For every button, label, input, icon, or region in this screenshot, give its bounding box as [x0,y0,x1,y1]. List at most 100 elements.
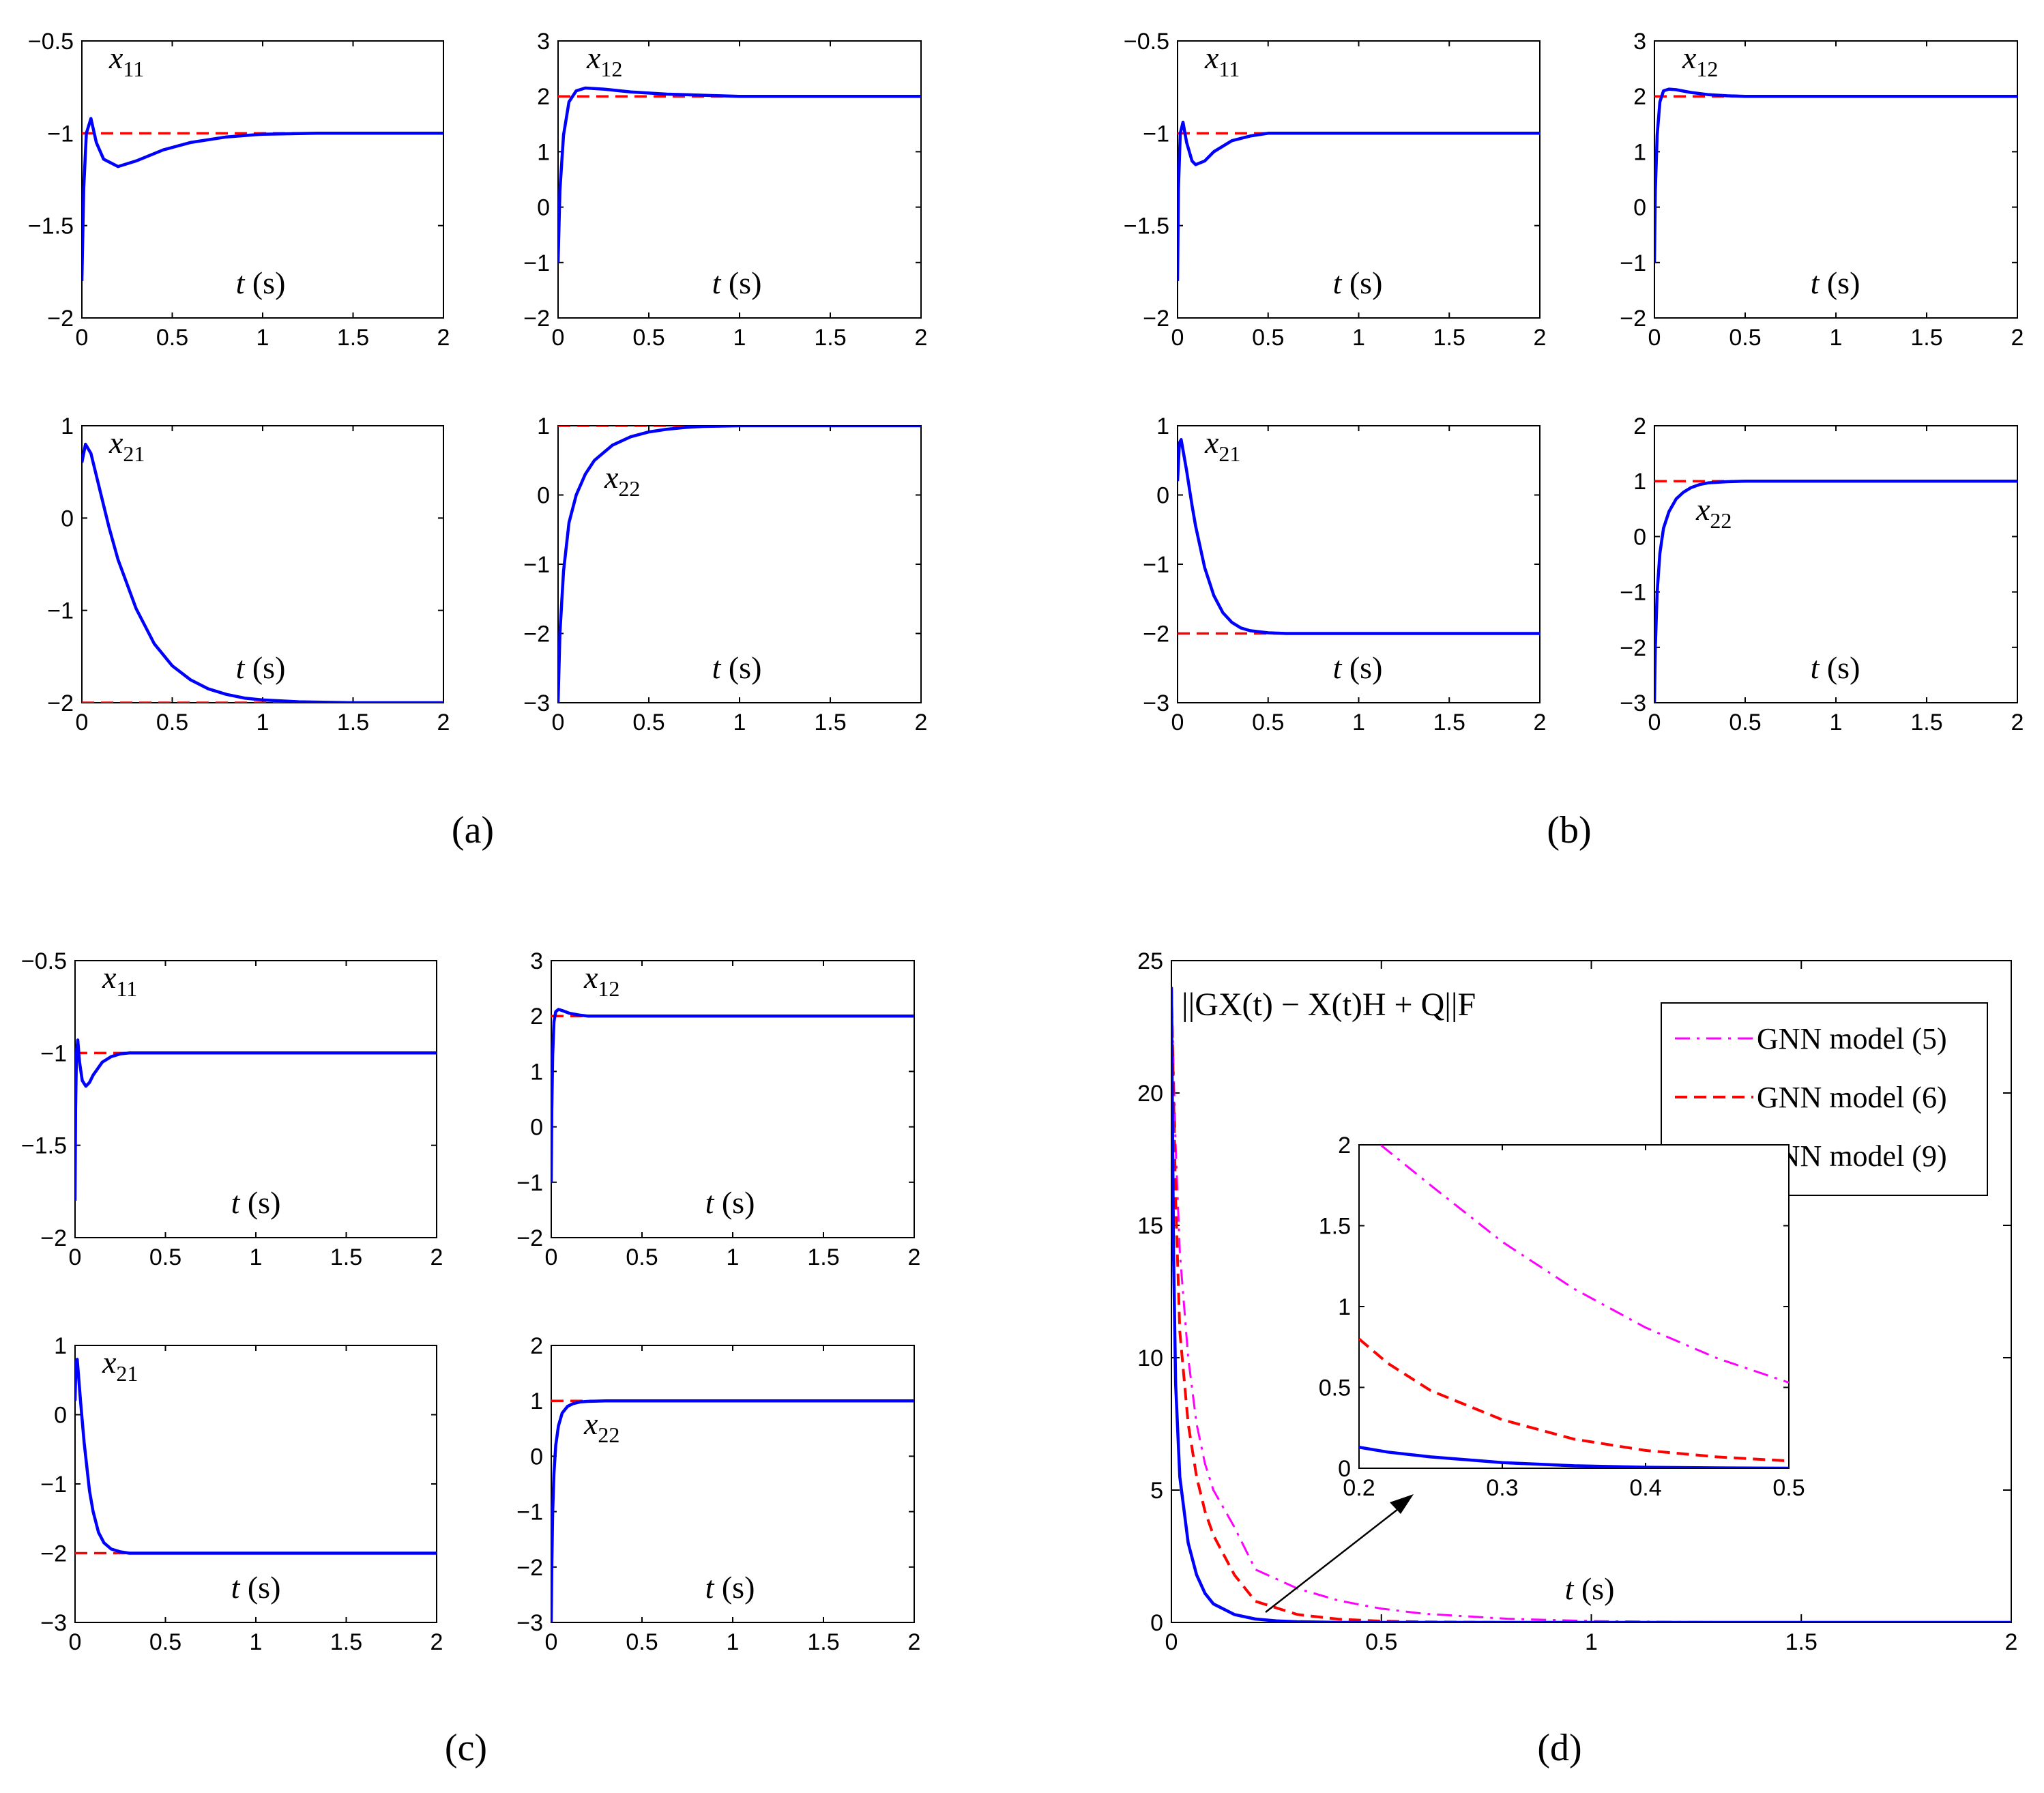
x-tick-label: 2 [2011,710,2024,735]
plot-area [551,1399,914,1622]
y-tick-label: −2 [1620,635,1646,661]
y-tick-label: −3 [523,690,550,716]
x-tick-label: 0.3 [1486,1475,1518,1501]
x-tick-label: 1.5 [337,710,369,735]
y-tick-label: −2 [1143,622,1169,647]
y-tick-label: −2 [523,306,550,332]
panel-label-c: (c) [445,1727,487,1769]
x-tick-label: 2 [430,1629,443,1655]
y-tick-label: 0 [530,1444,543,1470]
y-tick-label: 1 [530,1059,543,1085]
x-tick-label: 2 [915,325,928,351]
x-tick-label: 1.5 [1433,710,1465,735]
panel-label-b: (b) [1547,809,1591,851]
series-line-x11 [75,1038,437,1201]
subplot-b12: 0 0.5 1 1.5 2 −2 −1 0 1 2 3 x12 t (s) [1620,29,2024,351]
series-line-x22 [1654,479,2017,703]
y-tick-label: 1.5 [1319,1214,1351,1240]
x-tick-label: 1.5 [807,1244,839,1270]
y-tick-label: 15 [1137,1213,1163,1239]
variable-label-a11: x11 [108,40,144,81]
x-tick-label: 0 [545,1629,558,1655]
y-tick-label: −3 [516,1610,543,1636]
x-tick-label: 0 [552,325,565,351]
x-tick-label: 0 [76,710,89,735]
y-tick-label: −1 [523,552,550,578]
x-tick-label: 1.5 [337,325,369,351]
plot-area [75,1038,437,1201]
x-tick-label: 0 [552,710,565,735]
plot-area [1178,438,1540,635]
x-tick-label: 2 [430,1244,443,1270]
y-tick-label: 0 [1156,483,1169,509]
plot-area [82,442,443,703]
y-tick-label: 1 [1338,1294,1351,1320]
x-tick-label: 0 [1171,325,1184,351]
x-tick-label: 0.5 [156,710,188,735]
x-tick-label: 0.5 [1365,1629,1397,1655]
y-tick-label: 0 [1150,1610,1163,1636]
x-tick-label: 1.5 [330,1629,362,1655]
x-tick-label: 0.5 [149,1244,181,1270]
y-tick-label: −2 [523,622,550,647]
subplot-c11: 0 0.5 1 1.5 2 −2 −1.5 −1 −0.5 x11 t (s) [21,948,443,1270]
subplot-a22: 0 0.5 1 1.5 2 −3 −2 −1 0 1 x22 t (s) [523,413,927,735]
variable-label-b11: x11 [1204,40,1240,81]
x-tick-label: 1 [257,325,269,351]
y-tick-label: −1 [40,1472,67,1498]
x-tick-label: 2 [437,325,450,351]
variable-label-a21: x21 [108,425,145,466]
series-line-1 [1379,1145,1789,1384]
x-tick-label: 0 [545,1244,558,1270]
x-tick-label: 1.5 [330,1244,362,1270]
x-tick-label: 0.5 [1772,1475,1805,1501]
variable-label-c12: x12 [583,960,619,1001]
subplot-a12: 0 0.5 1 1.5 2 −2 −1 0 1 2 3 x12 t (s) [523,29,927,351]
y-tick-label: −1 [47,121,74,147]
x-tick-label: 1 [733,710,746,735]
series-line-x11 [1178,120,1540,281]
y-tick-label: −1.5 [21,1133,67,1159]
y-tick-label: 1 [1633,469,1646,495]
plot-area [558,86,921,263]
x-tick-label: 2 [1534,710,1547,735]
x-axis-label: t (s) [236,265,286,300]
axes-box [1654,425,2018,703]
panel-label-d: (d) [1537,1727,1581,1769]
x-tick-label: 1.5 [814,710,846,735]
y-tick-label: −2 [40,1225,67,1251]
x-tick-label: 2 [2011,325,2024,351]
legend-label-1: GNN model (5) [1757,1022,1947,1055]
y-tick-label: 5 [1150,1478,1163,1504]
plot-area [558,426,921,703]
x-tick-label: 0 [69,1629,82,1655]
variable-label-c21: x21 [102,1345,138,1386]
subplot-b22: 0 0.5 1 1.5 2 −3 −2 −1 0 1 2 x22 t (s) [1620,413,2024,735]
y-tick-label: 2 [530,1333,543,1359]
y-tick-label: −1 [40,1040,67,1066]
axes-box [1177,40,1541,319]
x-tick-label: 1 [733,325,746,351]
x-tick-label: 0 [76,325,89,351]
y-tick-label: −1 [1620,250,1646,276]
plot-area [1654,479,2017,703]
x-tick-label: 0.5 [149,1629,181,1655]
x-tick-label: 0.5 [1252,710,1284,735]
y-tick-label: −0.5 [21,948,67,974]
y-tick-label: −1.5 [28,214,74,239]
x-axis-label: t (s) [231,1570,281,1605]
series-line-x12 [551,1008,914,1182]
x-tick-label: 0 [69,1244,82,1270]
x-tick-label: 2 [2005,1629,2018,1655]
y-tick-label: −0.5 [1124,29,1169,55]
y-tick-label: −3 [40,1610,67,1636]
axes-box [81,40,444,319]
series-line-x21 [1178,438,1540,635]
y-tick-label: 1 [537,139,550,165]
x-tick-label: 0.5 [1729,325,1761,351]
x-axis-label: t (s) [236,650,286,685]
subplot-c22: 0 0.5 1 1.5 2 −3 −2 −1 0 1 2 x22 t (s) [516,1333,920,1655]
panel-label-a: (a) [452,809,494,851]
x-axis-label: t (s) [712,650,762,685]
